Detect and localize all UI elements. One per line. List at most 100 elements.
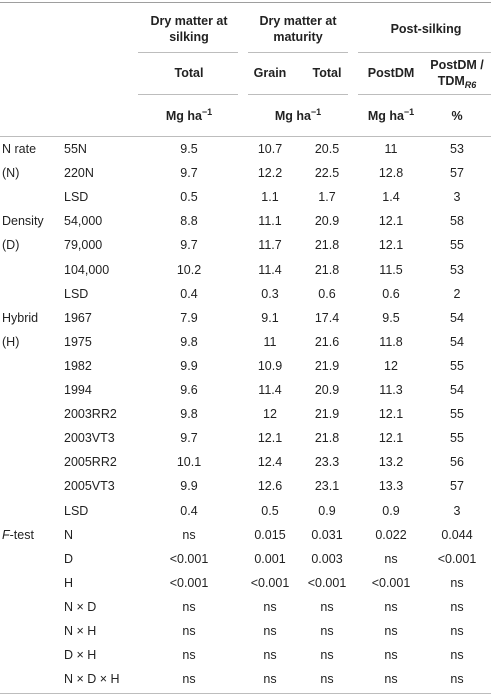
subheader-ratio-base: TDM [437,74,465,88]
level-label: N × D [64,600,97,614]
level-label: LSD [64,190,89,204]
level-label: 55N [64,142,87,156]
cell-dm-silk: ns [182,600,196,614]
factor-label-text: -test [9,528,34,542]
cell-ratio: ns [450,600,464,614]
cell-total: <0.001 [307,576,347,590]
cell-ratio: ns [450,576,464,590]
cell-total: 17.4 [314,311,340,325]
cell-postdm: 11 [384,142,398,156]
subheader-rule-maturity [248,94,348,95]
cell-total: ns [320,672,334,686]
cell-total: ns [320,648,334,662]
cell-ratio: 56 [450,455,464,469]
level-label: 104,000 [64,263,110,277]
cell-postdm: ns [384,552,398,566]
cell-total: 20.5 [314,142,340,156]
subheader-grain: Grain [253,66,287,80]
cell-postdm: ns [384,672,398,686]
cell-dm-silk: 8.8 [180,214,198,228]
cell-dm-silk: <0.001 [169,552,209,566]
factor-label-text: Density [2,214,44,228]
cell-ratio: 53 [450,263,464,277]
factor-label-text: (N) [2,166,20,180]
cell-total: 0.003 [311,552,343,566]
cell-ratio: 53 [450,142,464,156]
cell-ratio: 55 [450,431,464,445]
cell-grain: ns [263,600,277,614]
cell-grain: 11.4 [258,383,282,397]
factor-label: (N) [2,166,19,181]
subheader-ratio-subscript: R6 [464,80,477,90]
cell-postdm: 9.5 [382,311,400,325]
cell-grain: 11 [263,335,277,349]
cell-total: 21.9 [314,407,340,421]
level-label: 220N [64,166,94,180]
factor-label-text: (D) [2,238,20,252]
cell-ratio: 54 [450,311,464,325]
level-label: H [64,576,74,590]
cell-grain: <0.001 [250,576,290,590]
cell-dm-silk: ns [182,648,196,662]
cell-ratio: 3 [453,190,461,204]
cell-grain: 11.7 [258,238,282,252]
level-label: LSD [64,504,89,518]
cell-dm-silk: ns [182,672,196,686]
cell-grain: 12.1 [257,431,283,445]
table-top-rule [0,2,491,3]
cell-postdm: 0.6 [382,287,400,301]
cell-grain: 11.4 [258,263,282,277]
cell-postdm: 12.8 [378,166,404,180]
level-label: LSD [64,287,89,301]
cell-total: 1.7 [318,190,336,204]
header-bottom-rule [0,136,491,137]
factor-label: F-test [2,528,34,543]
cell-grain: 11.1 [258,214,282,228]
header-dm-silking: Dry matter at silking [150,13,227,45]
cell-total: 21.6 [314,335,340,349]
cell-ratio: <0.001 [437,552,477,566]
level-label: N × H [64,624,97,638]
cell-grain: ns [263,672,277,686]
cell-postdm: 12.1 [378,407,404,421]
cell-postdm: 13.2 [378,455,404,469]
cell-postdm: ns [384,600,398,614]
level-label: D [64,552,74,566]
cell-total: 22.5 [314,166,340,180]
cell-total: ns [320,624,334,638]
header-dm-maturity-line2: maturity [273,30,323,44]
subheader-ratio: PostDM / TDMR6 [430,57,484,90]
cell-grain: 12.2 [257,166,283,180]
cell-total: 0.9 [318,504,336,518]
header-dm-silking-line2: silking [169,30,209,44]
cell-grain: 0.001 [254,552,286,566]
cell-grain: ns [263,648,277,662]
level-label: N × D × H [64,672,120,686]
factor-label: Density [2,214,44,229]
cell-postdm: 0.9 [382,504,400,518]
group-rule-maturity [248,52,348,53]
cell-total: 21.8 [314,238,340,252]
cell-ratio: 2 [453,287,461,301]
cell-grain: 12 [263,407,277,421]
cell-total: 21.8 [314,431,340,445]
group-rule-postsilking [358,52,491,53]
cell-ratio: ns [450,648,464,662]
cell-postdm: 13.3 [378,479,404,493]
cell-total: 21.9 [314,359,340,373]
cell-ratio: 55 [450,359,464,373]
cell-ratio: 55 [450,407,464,421]
cell-postdm: 1.4 [382,190,400,204]
factor-label: Hybrid [2,311,38,326]
cell-postdm: 12 [384,359,398,373]
level-label: 1982 [64,359,92,373]
subheader-ratio-line1: PostDM / [430,58,484,72]
level-label: N [64,528,74,542]
unit-silking-exp: −1 [201,107,213,117]
header-dm-maturity-line1: Dry matter at [259,14,337,28]
cell-grain: 12.4 [257,455,283,469]
cell-dm-silk: ns [182,624,196,638]
level-label: 1975 [64,335,92,349]
cell-postdm: <0.001 [371,576,411,590]
cell-grain: 0.5 [261,504,279,518]
